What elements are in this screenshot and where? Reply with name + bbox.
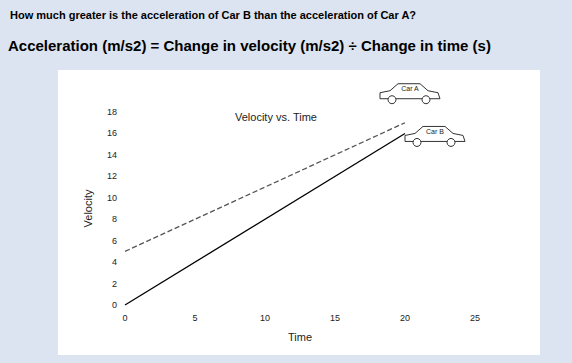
svg-text:5: 5	[192, 313, 197, 323]
svg-text:10: 10	[107, 193, 117, 203]
svg-text:20: 20	[400, 313, 410, 323]
svg-text:10: 10	[260, 313, 270, 323]
html-text:Acceleration (m/s2) = Change i: Acceleration (m/s2) = Change in velocity…	[8, 37, 491, 54]
svg-text:Car B: Car B	[426, 128, 444, 135]
svg-text:18: 18	[107, 107, 117, 117]
svg-text:25: 25	[470, 313, 480, 323]
svg-text:2: 2	[112, 279, 117, 289]
html-text:How much greater is the accele: How much greater is the acceleration of …	[10, 9, 417, 21]
svg-text:14: 14	[107, 150, 117, 160]
svg-text:4: 4	[112, 257, 117, 267]
svg-text:Velocity: Velocity	[82, 189, 94, 227]
svg-text:0: 0	[112, 300, 117, 310]
svg-text:Car A: Car A	[401, 85, 419, 92]
svg-text:0: 0	[122, 313, 127, 323]
svg-text:16: 16	[107, 128, 117, 138]
svg-text:8: 8	[112, 214, 117, 224]
svg-text:Time: Time	[288, 331, 312, 343]
svg-text:6: 6	[112, 236, 117, 246]
svg-text:12: 12	[107, 171, 117, 181]
svg-text:Velocity vs. Time: Velocity vs. Time	[235, 111, 317, 123]
svg-text:15: 15	[330, 313, 340, 323]
